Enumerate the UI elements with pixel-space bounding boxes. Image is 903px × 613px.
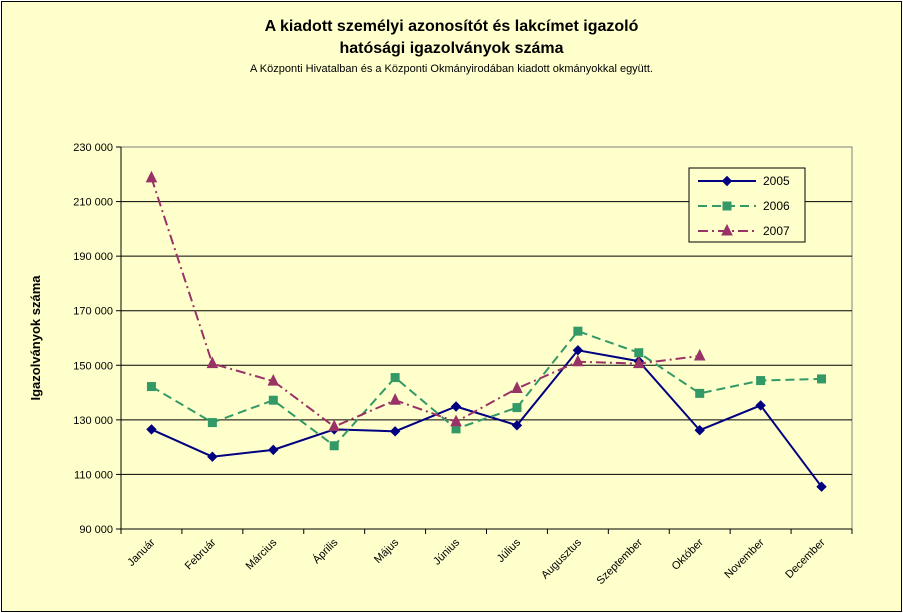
y-axis-ticks: 90 000 110 000 130 000 150 000 170 000 190 00… xyxy=(73,142,852,536)
legend-marker-2006 xyxy=(722,201,732,211)
data-point xyxy=(450,414,462,427)
data-point xyxy=(328,419,341,432)
data-point xyxy=(816,481,827,492)
x-tick-label: December xyxy=(783,536,828,581)
series-line-2007 xyxy=(150,177,700,428)
data-point xyxy=(511,381,523,393)
x-tick-label: Január xyxy=(125,536,158,569)
x-tick-label: Október xyxy=(670,536,706,572)
legend: 2005 2006 2007 xyxy=(688,167,806,243)
data-point xyxy=(632,356,645,369)
x-tick-label: Augusztus xyxy=(539,536,584,581)
data-point xyxy=(573,326,583,336)
data-point xyxy=(511,420,523,431)
data-point xyxy=(267,373,280,386)
x-tick-label: Február xyxy=(183,536,219,572)
y-tick-label: 170 000 xyxy=(73,306,113,318)
data-point xyxy=(268,444,279,456)
data-point xyxy=(634,348,644,358)
data-point xyxy=(389,393,401,405)
x-tick-label: Június xyxy=(431,536,462,567)
data-point xyxy=(206,356,219,369)
data-point xyxy=(756,376,766,386)
legend-label-2006: 2006 xyxy=(763,199,790,213)
x-tick-label: Március xyxy=(244,536,280,572)
data-point xyxy=(268,395,278,405)
y-tick-label: 130 000 xyxy=(73,415,113,427)
legend-marker-2007 xyxy=(721,223,733,236)
data-point xyxy=(145,170,158,183)
x-tick-label: Szeptember xyxy=(594,536,645,587)
legend-label-2005: 2005 xyxy=(763,174,790,188)
y-tick-label: 190 000 xyxy=(73,251,113,263)
y-tick-label: 110 000 xyxy=(74,469,113,481)
data-point xyxy=(572,354,584,367)
x-tick-label: Május xyxy=(372,536,402,566)
x-tick-label: Április xyxy=(310,536,341,567)
y-tick-label: 210 000 xyxy=(73,197,113,209)
data-point xyxy=(695,388,705,398)
x-axis-ticks: Január Február Március Április Május Június Jú… xyxy=(120,529,853,587)
data-point xyxy=(146,424,157,435)
series-line-2006 xyxy=(150,329,822,448)
chart-title: A kiadott személyi azonosítót és lakcíme… xyxy=(264,18,639,35)
data-point xyxy=(693,348,706,361)
data-point xyxy=(207,451,218,462)
x-tick-label: Július xyxy=(495,536,524,565)
data-point xyxy=(512,403,522,413)
data-point xyxy=(389,426,401,437)
series-2007 xyxy=(145,170,706,432)
data-point xyxy=(390,373,400,383)
chart-subtitle: A Központi Hivatalban és a Központi Okmá… xyxy=(250,63,653,75)
data-point xyxy=(207,418,217,428)
series-layer xyxy=(145,170,827,492)
y-tick-label: 90 000 xyxy=(79,524,113,536)
gridlines xyxy=(121,201,852,475)
series-2006 xyxy=(146,326,827,451)
legend-marker-2005 xyxy=(721,175,733,187)
y-axis-label: Igazolványok száma xyxy=(28,275,43,401)
x-tick-label: November xyxy=(722,536,767,581)
series-2005 xyxy=(146,345,827,492)
series-line-2005 xyxy=(151,349,823,488)
data-point xyxy=(146,382,156,392)
data-point xyxy=(694,425,705,436)
chart-title-line2: hatósági igazolványok száma xyxy=(339,40,564,57)
data-point xyxy=(817,374,827,384)
data-point xyxy=(755,400,766,411)
legend-label-2007: 2007 xyxy=(763,224,790,238)
data-point xyxy=(450,401,462,412)
y-tick-label: 150 000 xyxy=(73,360,113,372)
data-point xyxy=(329,441,339,451)
y-tick-label: 230 000 xyxy=(73,142,113,154)
